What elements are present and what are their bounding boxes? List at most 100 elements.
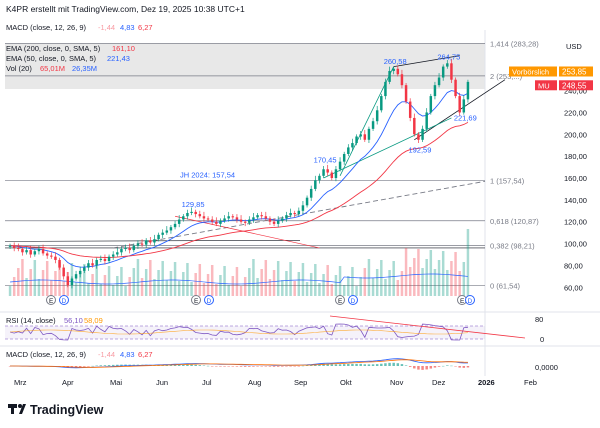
dividend-marker[interactable]: D	[204, 295, 214, 306]
volume-bar	[215, 284, 218, 296]
wedge-upper-line	[393, 55, 460, 67]
candle-body	[58, 259, 61, 268]
ema50-line	[10, 90, 469, 268]
fib-level-label: 1,414 (283,28)	[490, 39, 539, 48]
fib-band	[5, 44, 485, 89]
candle-body	[41, 249, 45, 254]
volume-bar	[351, 267, 354, 296]
earnings-marker[interactable]: E	[191, 295, 201, 306]
macd-hist-bar	[466, 366, 470, 368]
candle-body	[54, 256, 57, 260]
volume-bar	[268, 279, 272, 296]
price-axis: 60,00 80,00 100,00 120,00 140,00 160,00 180,00…	[564, 87, 587, 293]
volume-bar	[37, 279, 41, 296]
candle-body	[404, 85, 408, 102]
volume-bar	[338, 266, 342, 296]
macd-hist-bar	[421, 366, 424, 370]
macd-hist-bar	[462, 366, 466, 368]
time-axis-label: Jun	[156, 378, 168, 387]
volume-bar	[396, 280, 400, 296]
time-axis-label: Sep	[294, 378, 307, 387]
candle-body	[210, 219, 214, 222]
volume-bar	[50, 280, 53, 296]
macd-hist-bar	[194, 364, 197, 366]
volume-bar	[326, 265, 329, 296]
candle-body	[268, 218, 272, 222]
volume-bar	[223, 266, 226, 296]
macd-hist-bar	[215, 366, 218, 367]
volume-bar	[231, 276, 235, 296]
dividend-marker[interactable]: D	[348, 295, 358, 306]
macd-hist-bar	[99, 365, 103, 366]
candle-body	[272, 221, 276, 224]
svg-text:D: D	[351, 298, 356, 305]
macd-hist-bar	[441, 365, 445, 367]
macd-hist-bar	[74, 366, 78, 368]
macd-legend-name: MACD (close, 12, 26, 9)	[6, 350, 87, 359]
candle-body	[182, 216, 185, 220]
volume-bar	[293, 281, 296, 296]
candle-body	[157, 234, 160, 240]
volume-bar	[33, 260, 37, 296]
volume-bar	[330, 284, 334, 296]
top-macd-legend: MACD (close, 12, 26, 9) -1,44 4,83 6,27	[6, 23, 153, 32]
candle-body	[87, 263, 90, 268]
price-tag-label-bg	[509, 66, 557, 77]
candle-body	[165, 230, 169, 233]
candle-body	[12, 245, 16, 248]
candle-body	[124, 247, 127, 250]
earnings-marker[interactable]: E	[46, 295, 56, 306]
candle-body	[289, 212, 292, 216]
rsi-line	[9, 323, 468, 341]
dividend-marker[interactable]: D	[465, 295, 475, 306]
candle-body	[355, 136, 358, 144]
macd-hist-bar	[293, 366, 296, 367]
macd-hist-bar	[264, 366, 268, 367]
volume-bar	[243, 277, 247, 296]
volume-bar	[281, 280, 284, 296]
annotations: 260,58 264,75 192,59 221,69 170,45 129,85	[182, 53, 477, 209]
volume-bar	[144, 269, 148, 296]
dividend-marker[interactable]: D	[59, 295, 69, 306]
macd-signal-line	[10, 359, 468, 368]
candle-body	[144, 240, 148, 245]
macd-hist-bar	[309, 364, 313, 366]
volume-bar	[408, 267, 412, 296]
price-tick: 220,00	[564, 108, 587, 117]
volume-bar	[103, 275, 107, 296]
candle-body	[281, 218, 284, 221]
candle-body	[462, 99, 466, 113]
price-annotation: 170,45	[314, 156, 337, 165]
candle-body	[169, 227, 173, 231]
macd-hist-bar	[363, 364, 367, 366]
macd-hist-bar	[351, 363, 354, 366]
svg-text:D: D	[468, 298, 473, 305]
price-annotation: 260,58	[384, 57, 407, 66]
rsi-divergence-line	[329, 315, 526, 339]
candle-body	[338, 161, 342, 170]
vol-legend-name: Vol (20)	[6, 64, 32, 73]
price-annotation: 264,75	[437, 53, 460, 62]
volume-bar	[392, 261, 395, 296]
macd-legend-v2: 4,83	[120, 350, 135, 359]
macd-hist-bar	[268, 366, 272, 367]
volume-bar	[198, 264, 202, 296]
volume-bar	[301, 263, 305, 296]
volume-bar	[74, 282, 78, 296]
volume-bar	[342, 285, 346, 296]
price-annotation: 221,69	[454, 114, 477, 123]
macd-hist-bar	[186, 364, 189, 366]
event-markers[interactable]: E D E D E D E D	[46, 295, 475, 306]
volume-bar	[252, 259, 255, 296]
trendlines	[4, 55, 506, 249]
candle-body	[215, 221, 218, 224]
volume-bar	[12, 277, 16, 296]
volume-bar	[421, 268, 424, 296]
macd-hist-bar	[243, 366, 247, 367]
candle-body	[375, 110, 379, 122]
top-macd-v3: 6,27	[138, 23, 153, 32]
earnings-marker[interactable]: E	[335, 295, 345, 306]
volume-bar	[54, 271, 57, 296]
candle-body	[95, 259, 98, 266]
